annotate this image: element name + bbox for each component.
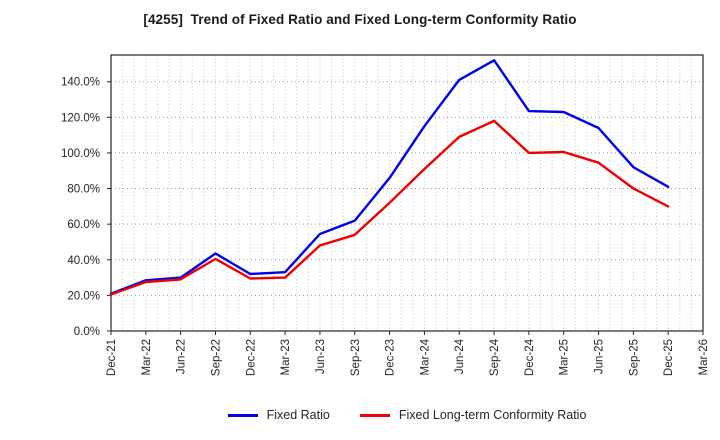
x-tick-label: Sep-24 bbox=[489, 338, 501, 376]
y-tick-label: 60.0% bbox=[67, 219, 100, 231]
fixed-ratio-line-swatch bbox=[227, 413, 258, 417]
series-line-fixed-ratio bbox=[109, 59, 670, 295]
x-tick-label: Sep-25 bbox=[628, 339, 640, 376]
x-tick-label: Jun-25 bbox=[594, 339, 606, 374]
x-tick-label: Dec-21 bbox=[106, 339, 118, 376]
legend-label-fixed-long-term-conformity-ratio: Fixed Long-term Conformity Ratio bbox=[398, 408, 587, 422]
x-tick-label: Mar-23 bbox=[280, 339, 292, 375]
plot-border bbox=[110, 54, 704, 332]
x-tick-label: Dec-24 bbox=[524, 338, 536, 376]
x-tick-label: Mar-25 bbox=[559, 339, 571, 375]
y-tick-label: 100.0% bbox=[61, 148, 100, 160]
x-tick-label: Mar-22 bbox=[141, 339, 153, 375]
fixed-long-term-conformity-ratio-line-swatch bbox=[359, 413, 390, 417]
x-tick-label: Dec-23 bbox=[385, 339, 397, 376]
x-tick-label: Mar-24 bbox=[419, 338, 431, 375]
legend-item-fixed-ratio: Fixed Ratio bbox=[227, 408, 330, 422]
x-tick-label: Sep-22 bbox=[210, 339, 222, 376]
x-tick-label: Jun-23 bbox=[315, 339, 327, 374]
y-tick-label: 40.0% bbox=[67, 255, 100, 267]
y-tick-label: 140.0% bbox=[61, 77, 100, 89]
chart-title: [4255] Trend of Fixed Ratio and Fixed Lo… bbox=[143, 12, 577, 27]
y-tick-label: 120.0% bbox=[61, 112, 100, 124]
y-tick-label: 20.0% bbox=[67, 290, 100, 302]
legend: Fixed Ratio Fixed Long-term Conformity R… bbox=[111, 403, 703, 427]
x-tick-label: Jun-22 bbox=[176, 339, 188, 374]
series-line-fixed-long-term-conformity-ratio bbox=[109, 119, 670, 296]
x-tick-label: Mar-26 bbox=[698, 339, 710, 375]
x-tick-label: Dec-25 bbox=[663, 339, 675, 376]
legend-item-fixed-long-term-conformity-ratio: Fixed Long-term Conformity Ratio bbox=[359, 408, 587, 422]
y-tick-label: 80.0% bbox=[67, 184, 100, 196]
y-tick-label: 0.0% bbox=[74, 326, 100, 338]
legend-label-fixed-ratio: Fixed Ratio bbox=[266, 408, 330, 422]
x-tick-label: Sep-23 bbox=[350, 339, 362, 376]
x-tick-label: Dec-22 bbox=[245, 339, 257, 376]
x-tick-label: Jun-24 bbox=[454, 338, 466, 374]
